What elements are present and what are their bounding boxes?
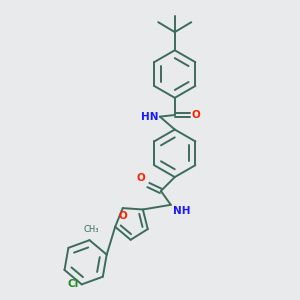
- Text: O: O: [137, 173, 146, 183]
- Text: HN: HN: [141, 112, 158, 122]
- Text: CH₃: CH₃: [83, 225, 99, 234]
- Text: Cl: Cl: [67, 279, 78, 290]
- Text: NH: NH: [173, 206, 191, 217]
- Text: O: O: [192, 110, 201, 120]
- Text: O: O: [118, 212, 127, 221]
